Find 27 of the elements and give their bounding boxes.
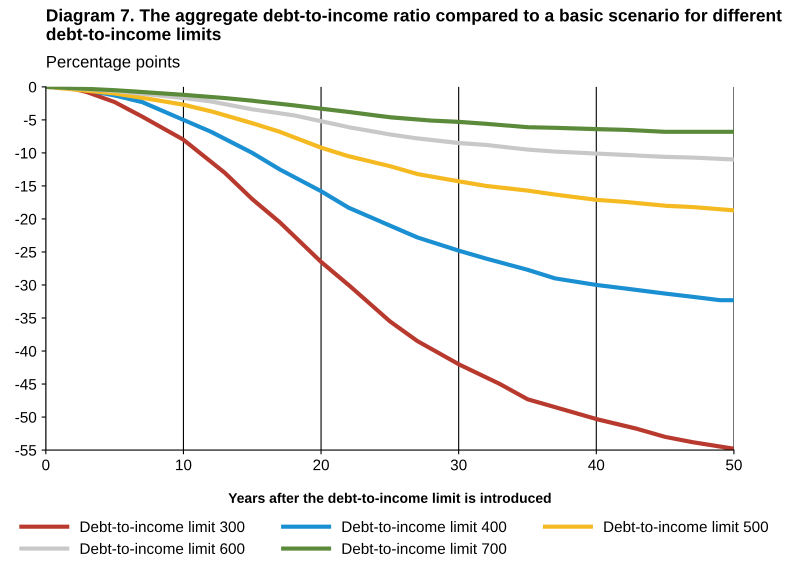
legend-label: Debt-to-income limit 300 [80,520,244,532]
x-tick-label: 20 [313,460,329,470]
legend-label: Debt-to-income limit 500 [604,520,768,532]
x-tick-label: 10 [176,460,192,470]
legend-label: Debt-to-income limit 400 [342,520,506,532]
x-tick-label: 0 [42,460,50,470]
chart-subtitle: Percentage points [47,55,180,71]
chart-title: Diagram 7. The aggregate debt-to-income ratio compared to a basic scenario for different debt-to-income limits [46,8,782,40]
legend-label: Debt-to-income limit 700 [342,542,506,554]
y-tick-label: -30 [15,280,36,291]
y-tick-label: 0 [28,82,36,93]
y-tick-label: -55 [15,445,36,456]
y-tick-label: -45 [15,379,36,390]
y-tick-label: -50 [15,412,36,423]
y-tick-label: -35 [15,312,36,324]
y-tick-label: -10 [15,148,36,159]
line-series [46,86,734,134]
y-tick-label: -20 [15,214,36,225]
legend-label: Debt-to-income limit 600 [80,542,244,554]
x-tick-label: 40 [588,460,604,470]
y-tick-label: -5 [24,114,36,126]
x-tick-label: 30 [450,460,467,470]
x-tick-label: 50 [726,460,742,470]
y-tick-label: -25 [15,246,36,258]
y-tick-label: -40 [15,346,36,357]
y-tick-label: -15 [15,180,36,192]
x-axis-title: Years after the debt-to-income limit is introduced [228,492,551,503]
